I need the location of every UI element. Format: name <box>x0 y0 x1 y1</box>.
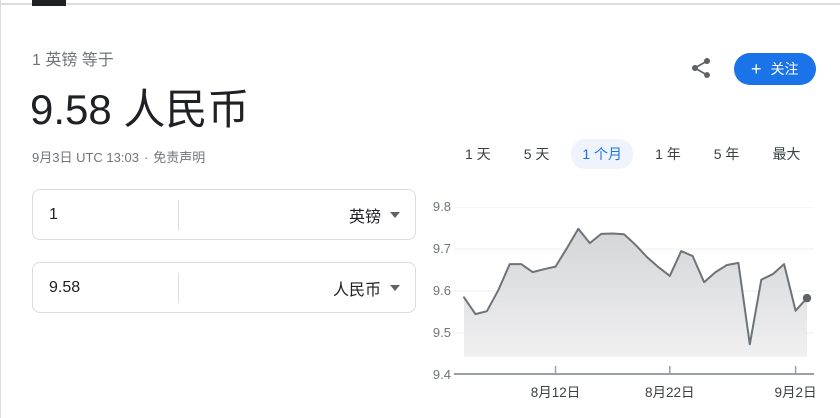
top-divider <box>1 3 840 5</box>
rate-timestamp: 9月3日 UTC 13:03 <box>32 150 139 165</box>
follow-button-label: 关注 <box>770 61 799 77</box>
input-divider <box>178 273 179 303</box>
dot-separator: · <box>143 150 149 165</box>
conversion-rate: 9.58 人民币 <box>30 86 250 133</box>
x-axis-label: 9月2日 <box>774 385 817 400</box>
share-icon <box>689 57 713 83</box>
from-currency-selector[interactable]: 英镑 <box>349 190 415 239</box>
rate-meta: 9月3日 UTC 13:03 · 免责声明 <box>32 147 205 166</box>
x-axis-label: 8月12日 <box>530 385 581 400</box>
range-tab-6[interactable]: 最大 <box>772 146 801 162</box>
follow-button[interactable]: + 关注 <box>734 53 816 85</box>
input-divider <box>178 200 179 230</box>
y-axis-label: 9.7 <box>432 241 451 256</box>
y-axis-label: 9.4 <box>432 367 451 382</box>
x-axis-label: 8月22日 <box>645 385 695 400</box>
disclaimer-link[interactable]: 免责声明 <box>153 150 206 165</box>
range-tab-4[interactable]: 1 年 <box>655 146 681 162</box>
conversion-subtitle: 1 英镑 等于 <box>32 52 114 69</box>
to-currency-label: 人民币 <box>332 281 381 299</box>
to-currency-selector[interactable]: 人民币 <box>333 263 415 312</box>
active-tab-indicator <box>32 0 66 6</box>
range-tab-2[interactable]: 5 天 <box>523 146 550 162</box>
chevron-down-icon <box>390 284 400 291</box>
range-tab-1[interactable]: 1 天 <box>465 146 491 162</box>
range-tabs: 1 天 5 天 1 个月 1 年 5 年 最大 <box>454 139 811 169</box>
from-currency-label: 英镑 <box>348 208 381 226</box>
plus-icon: + <box>751 59 762 79</box>
from-currency-row: 英镑 <box>32 189 416 240</box>
to-amount-input[interactable] <box>33 263 173 312</box>
range-tab-3[interactable]: 1 个月 <box>571 139 634 169</box>
y-axis-label: 9.8 <box>432 199 451 214</box>
share-button[interactable] <box>686 54 716 84</box>
from-amount-input[interactable] <box>33 190 173 239</box>
chevron-down-icon <box>390 211 400 218</box>
chart-plot[interactable] <box>454 207 816 379</box>
y-axis-label: 9.5 <box>432 325 451 340</box>
y-axis-label: 9.6 <box>432 283 451 298</box>
to-currency-row: 人民币 <box>32 262 416 313</box>
range-tab-5[interactable]: 5 年 <box>713 146 740 162</box>
